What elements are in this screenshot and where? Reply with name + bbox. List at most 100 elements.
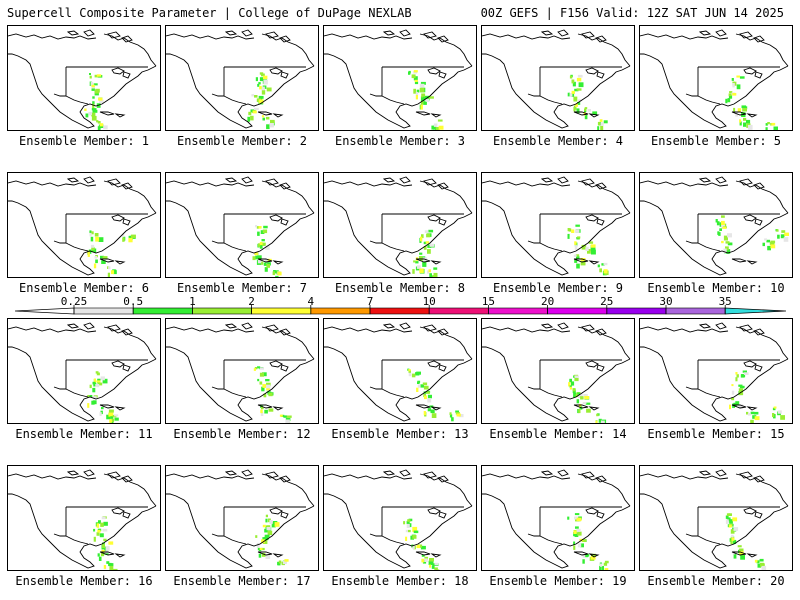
coastline	[482, 180, 631, 276]
scp-cell	[274, 522, 280, 527]
scp-cell	[725, 246, 729, 251]
scp-cell	[573, 392, 577, 398]
map-canvas	[8, 322, 157, 423]
scp-cell	[413, 530, 419, 534]
scp-shading	[408, 70, 444, 130]
map-canvas	[8, 29, 157, 130]
islands	[698, 322, 765, 411]
islands	[698, 29, 765, 118]
scp-cell	[777, 410, 782, 414]
scp-cell	[727, 517, 731, 522]
scp-cell	[114, 414, 119, 417]
scp-cell	[567, 233, 570, 239]
scp-cell	[103, 538, 107, 542]
colorbar-swatch	[665, 307, 726, 315]
scp-cell	[742, 108, 747, 112]
scp-cell	[90, 244, 95, 248]
colorbar-swatch	[547, 307, 608, 315]
scp-cell	[261, 406, 264, 410]
scp-cell	[739, 121, 742, 126]
scp-cell	[569, 93, 573, 97]
scp-cell	[426, 391, 430, 394]
scp-cell	[261, 86, 265, 91]
country-border	[53, 506, 148, 545]
scp-cell	[264, 528, 268, 533]
scp-cell	[432, 406, 438, 410]
scp-cell	[99, 412, 102, 416]
scp-cell	[101, 406, 104, 410]
scp-cell	[423, 101, 427, 105]
scp-cell	[576, 517, 582, 522]
scp-cell	[721, 240, 724, 244]
map-canvas	[640, 29, 789, 130]
scp-cell	[428, 96, 434, 99]
scp-cell	[96, 372, 100, 376]
scp-cell	[577, 74, 583, 78]
ensemble-map-panel	[323, 318, 477, 424]
country-border	[685, 359, 780, 398]
scp-cell	[267, 518, 271, 523]
map-canvas	[324, 29, 473, 130]
scp-cell	[259, 244, 263, 249]
scp-cell	[780, 415, 785, 420]
scp-cell	[750, 411, 755, 415]
country-border	[369, 213, 464, 252]
scp-shading	[567, 74, 608, 130]
map-canvas	[8, 469, 157, 570]
scp-cell	[719, 228, 722, 231]
scp-cell	[421, 554, 425, 557]
country-border	[53, 359, 148, 398]
scp-cell	[263, 79, 268, 85]
scp-cell	[573, 541, 576, 545]
scp-cell	[567, 92, 570, 97]
scp-cell	[96, 120, 99, 123]
scp-cell	[727, 242, 733, 246]
country-border	[527, 506, 622, 545]
scp-cell	[595, 420, 598, 423]
scp-cell	[93, 83, 98, 86]
colorbar-swatch	[73, 307, 134, 315]
scp-cell	[112, 568, 118, 570]
scp-cell	[569, 378, 572, 383]
scp-cell	[265, 384, 271, 389]
scp-cell	[97, 121, 101, 124]
scp-cell	[576, 256, 580, 259]
scp-cell	[578, 99, 582, 102]
scp-cell	[87, 395, 90, 398]
ensemble-map-panel	[481, 25, 635, 131]
scp-cell	[420, 545, 426, 550]
colorbar-tick-label: 15	[482, 296, 495, 308]
scp-cell	[94, 233, 99, 237]
scp-cell	[103, 521, 108, 526]
scp-cell	[735, 372, 738, 375]
scp-cell	[108, 266, 111, 270]
scp-cell	[261, 89, 266, 95]
map-canvas	[324, 176, 473, 277]
scp-cell	[583, 394, 588, 397]
ensemble-map-panel	[481, 172, 635, 278]
scp-cell	[262, 229, 268, 234]
scp-cell	[252, 110, 257, 114]
map-canvas	[482, 469, 631, 570]
scp-cell	[268, 392, 273, 397]
scp-cell	[777, 234, 780, 239]
scp-cell	[104, 551, 109, 555]
scp-cell	[570, 381, 575, 386]
scp-cell	[258, 226, 262, 229]
country-border	[527, 213, 622, 252]
scp-cell	[101, 260, 106, 264]
colorbar-swatch	[606, 307, 667, 315]
scp-cell	[776, 229, 779, 232]
scp-cell	[742, 106, 748, 110]
scp-shading	[93, 516, 118, 570]
islands	[382, 176, 449, 265]
scp-cell	[431, 565, 435, 569]
scp-cell	[414, 79, 418, 82]
scp-cell	[423, 241, 427, 245]
great-lakes	[111, 360, 131, 372]
scp-cell	[262, 242, 266, 246]
scp-cell	[421, 93, 426, 98]
scp-cell	[722, 226, 727, 229]
scp-cell	[434, 562, 439, 566]
scp-cell	[278, 561, 281, 566]
